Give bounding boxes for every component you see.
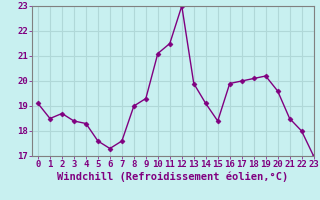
X-axis label: Windchill (Refroidissement éolien,°C): Windchill (Refroidissement éolien,°C) bbox=[57, 172, 288, 182]
